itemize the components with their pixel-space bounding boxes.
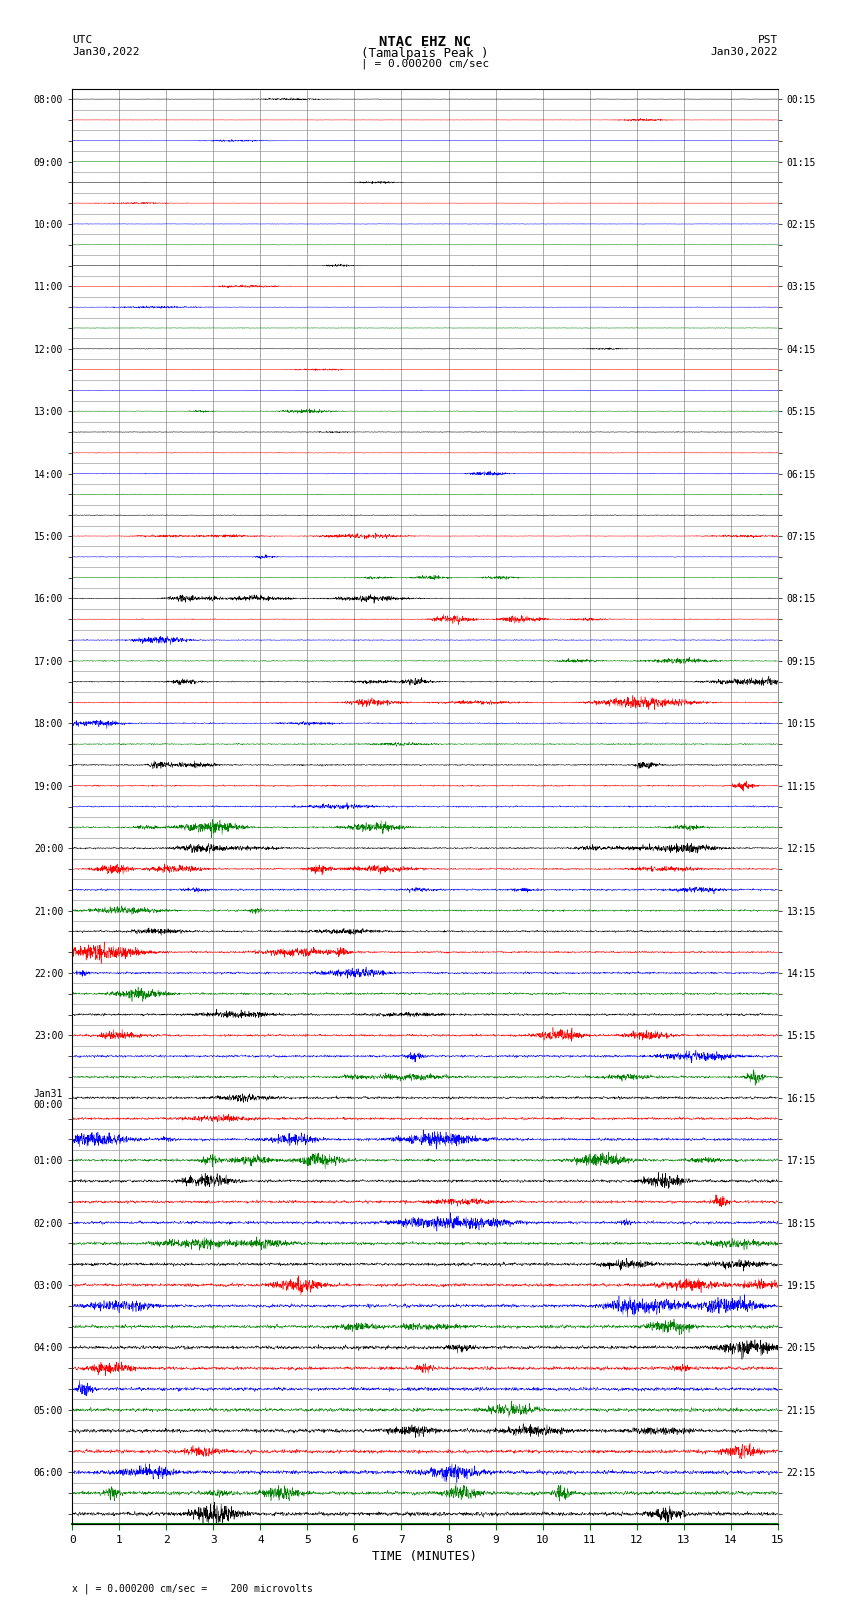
Text: UTC: UTC [72,35,93,45]
Text: Jan30,2022: Jan30,2022 [72,47,139,56]
Text: (Tamalpais Peak ): (Tamalpais Peak ) [361,47,489,60]
X-axis label: TIME (MINUTES): TIME (MINUTES) [372,1550,478,1563]
Text: | = 0.000200 cm/sec: | = 0.000200 cm/sec [361,58,489,69]
Text: x | = 0.000200 cm/sec =    200 microvolts: x | = 0.000200 cm/sec = 200 microvolts [72,1582,313,1594]
Text: PST: PST [757,35,778,45]
Text: Jan30,2022: Jan30,2022 [711,47,778,56]
Text: NTAC EHZ NC: NTAC EHZ NC [379,35,471,50]
